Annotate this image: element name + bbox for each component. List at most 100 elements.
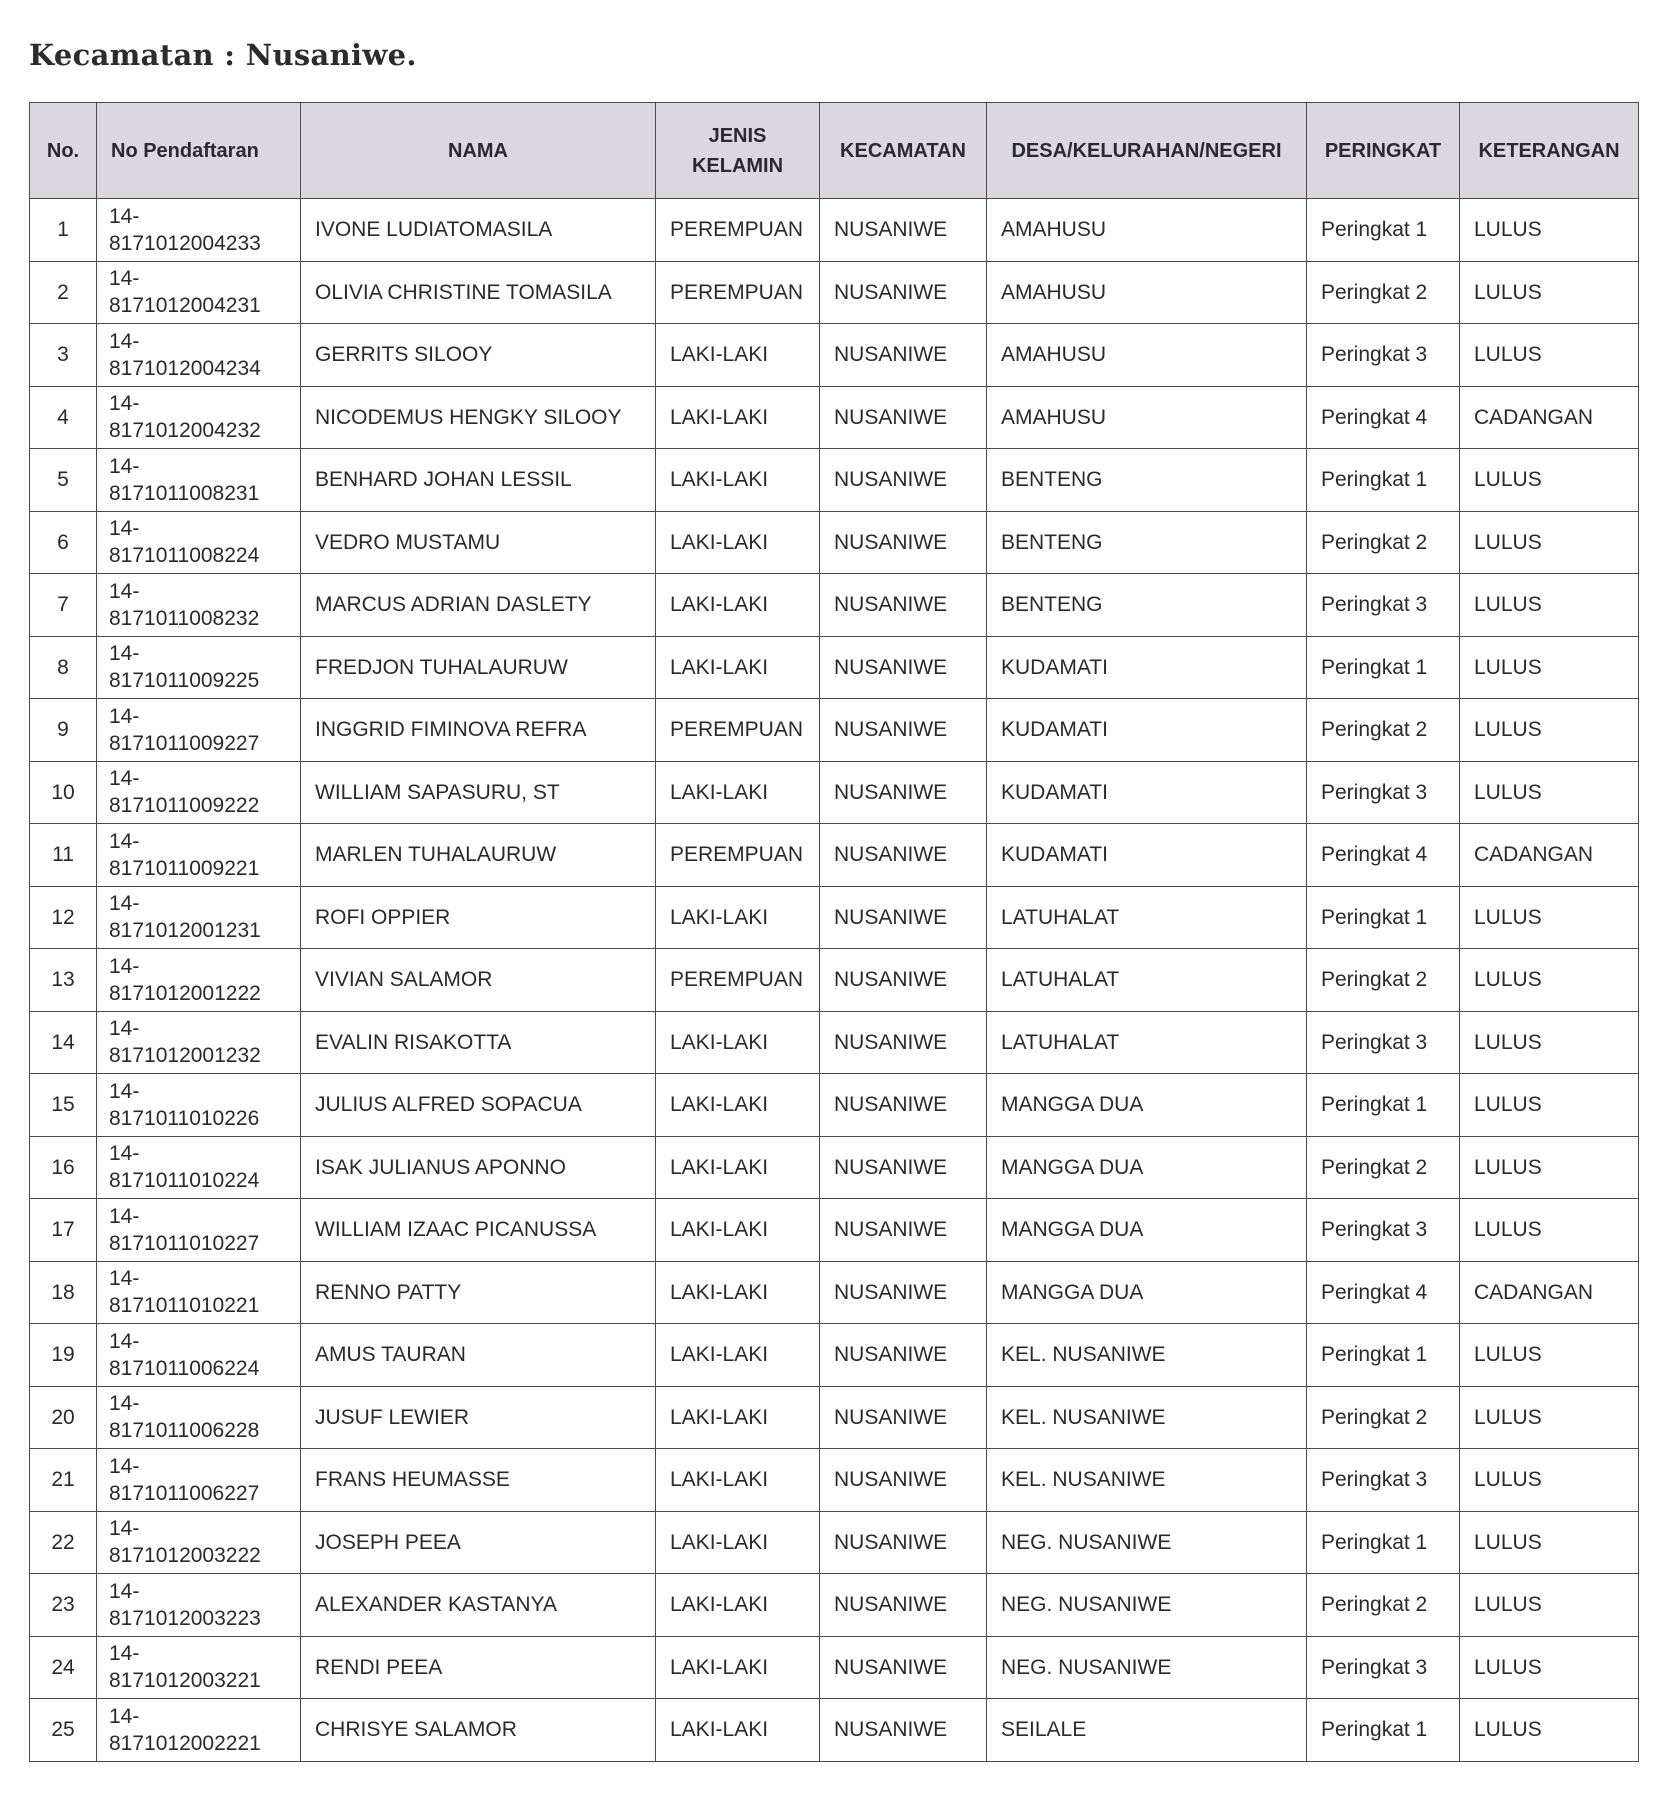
cell-no-pendaftaran: 14- 8171012003223	[96, 1573, 301, 1637]
cell-keterangan: CADANGAN	[1459, 1260, 1639, 1324]
cell-jenis-kelamin: LAKI-LAKI	[655, 1010, 820, 1074]
registration-prefix: 14-	[109, 1517, 140, 1541]
cell-nama: MARLEN TUHALAURUW	[300, 823, 656, 887]
cell-peringkat: Peringkat 2	[1306, 1135, 1460, 1199]
cell-peringkat: Peringkat 4	[1306, 1260, 1460, 1324]
cell-no: 7	[29, 573, 97, 637]
cell-peringkat: Peringkat 1	[1306, 198, 1460, 262]
cell-desa: KUDAMATI	[986, 760, 1307, 824]
registration-number: 8171012002221	[109, 1731, 261, 1755]
cell-desa: KEL. NUSANIWE	[986, 1323, 1307, 1387]
cell-kecamatan: NUSANIWE	[819, 323, 987, 387]
table-row: 25 14- 8171012002221 CHRISYE SALAMOR LAKI-LA…	[29, 1698, 1639, 1762]
cell-desa: MANGGA DUA	[986, 1073, 1307, 1137]
cell-keterangan: LULUS	[1459, 698, 1639, 762]
registration-number: 8171012001222	[109, 981, 261, 1005]
cell-no: 23	[29, 1573, 97, 1637]
registration-number: 8171011009225	[109, 669, 260, 693]
registration-prefix: 14-	[109, 1642, 140, 1666]
cell-no: 2	[29, 260, 97, 324]
cell-no: 5	[29, 448, 97, 512]
cell-no-pendaftaran: 14- 8171012004233	[96, 198, 301, 262]
cell-kecamatan: NUSANIWE	[819, 1385, 987, 1449]
cell-keterangan: LULUS	[1459, 1635, 1639, 1699]
registration-prefix: 14-	[109, 1329, 140, 1353]
table-row: 23 14- 8171012003223 ALEXANDER KASTANYA LAKI…	[29, 1573, 1639, 1637]
cell-peringkat: Peringkat 2	[1306, 260, 1460, 324]
cell-peringkat: Peringkat 3	[1306, 573, 1460, 637]
cell-peringkat: Peringkat 3	[1306, 1010, 1460, 1074]
header-nama: NAMA	[300, 102, 656, 199]
cell-peringkat: Peringkat 2	[1306, 510, 1460, 574]
registration-prefix: 14-	[109, 1579, 140, 1603]
cell-no: 16	[29, 1135, 97, 1199]
cell-no-pendaftaran: 14- 8171011009227	[96, 698, 301, 762]
cell-keterangan: LULUS	[1459, 1073, 1639, 1137]
cell-peringkat: Peringkat 3	[1306, 1635, 1460, 1699]
registration-prefix: 14-	[109, 204, 140, 228]
cell-no-pendaftaran: 14- 8171012003222	[96, 1510, 301, 1574]
cell-jenis-kelamin: PEREMPUAN	[655, 698, 820, 762]
cell-desa: NEG. NUSANIWE	[986, 1635, 1307, 1699]
registration-number: 8171011008231	[109, 481, 260, 505]
registration-prefix: 14-	[109, 329, 140, 353]
registration-number: 8171011010226	[109, 1106, 260, 1130]
registration-number: 8171011006224	[109, 1356, 260, 1380]
table-row: 14 14- 8171012001232 EVALIN RISAKOTTA LAKI-L…	[29, 1010, 1639, 1074]
table-row: 8 14- 8171011009225 FREDJON TUHALAURUW LAKI-…	[29, 635, 1639, 699]
cell-peringkat: Peringkat 3	[1306, 1448, 1460, 1512]
registration-number: 8171012003222	[109, 1544, 261, 1568]
cell-peringkat: Peringkat 2	[1306, 1573, 1460, 1637]
cell-keterangan: LULUS	[1459, 1510, 1639, 1574]
cell-no: 25	[29, 1698, 97, 1762]
cell-no-pendaftaran: 14- 8171011009225	[96, 635, 301, 699]
registration-number: 8171012001232	[109, 1044, 261, 1068]
cell-kecamatan: NUSANIWE	[819, 510, 987, 574]
cell-peringkat: Peringkat 3	[1306, 1198, 1460, 1262]
registration-prefix: 14-	[109, 1267, 140, 1291]
registration-prefix: 14-	[109, 1454, 140, 1478]
table-row: 5 14- 8171011008231 BENHARD JOHAN LESSIL LAK…	[29, 448, 1639, 512]
cell-no: 10	[29, 760, 97, 824]
cell-keterangan: LULUS	[1459, 1010, 1639, 1074]
cell-jenis-kelamin: LAKI-LAKI	[655, 510, 820, 574]
registration-prefix: 14-	[109, 954, 140, 978]
registration-prefix: 14-	[109, 767, 140, 791]
cell-desa: NEG. NUSANIWE	[986, 1573, 1307, 1637]
cell-jenis-kelamin: LAKI-LAKI	[655, 1698, 820, 1762]
page-title: Kecamatan : Nusaniwe.	[29, 38, 417, 72]
cell-jenis-kelamin: PEREMPUAN	[655, 823, 820, 887]
cell-keterangan: LULUS	[1459, 1448, 1639, 1512]
table-row: 10 14- 8171011009222 WILLIAM SAPASURU, ST LA…	[29, 760, 1639, 824]
cell-kecamatan: NUSANIWE	[819, 1010, 987, 1074]
cell-desa: MANGGA DUA	[986, 1260, 1307, 1324]
cell-jenis-kelamin: LAKI-LAKI	[655, 1135, 820, 1199]
header-row: No. No Pendaftaran NAMA JENIS KELAMIN KE…	[29, 102, 1639, 199]
cell-nama: EVALIN RISAKOTTA	[300, 1010, 656, 1074]
table-row: 24 14- 8171012003221 RENDI PEEA LAKI-LAKI NUS…	[29, 1635, 1639, 1699]
cell-no: 3	[29, 323, 97, 387]
cell-no: 13	[29, 948, 97, 1012]
cell-nama: ALEXANDER KASTANYA	[300, 1573, 656, 1637]
table-row: 15 14- 8171011010226 JULIUS ALFRED SOPACUA L…	[29, 1073, 1639, 1137]
table-row: 1 14- 8171012004233 IVONE LUDIATOMASILA PERE…	[29, 198, 1639, 262]
cell-nama: MARCUS ADRIAN DASLETY	[300, 573, 656, 637]
cell-keterangan: LULUS	[1459, 1698, 1639, 1762]
cell-desa: KUDAMATI	[986, 823, 1307, 887]
cell-no-pendaftaran: 14- 8171012001222	[96, 948, 301, 1012]
cell-no: 18	[29, 1260, 97, 1324]
registration-number: 8171011008224	[109, 544, 260, 568]
registration-number: 8171011008232	[109, 606, 260, 630]
cell-no-pendaftaran: 14- 8171012001231	[96, 885, 301, 949]
cell-keterangan: LULUS	[1459, 323, 1639, 387]
cell-kecamatan: NUSANIWE	[819, 448, 987, 512]
cell-kecamatan: NUSANIWE	[819, 1135, 987, 1199]
cell-peringkat: Peringkat 1	[1306, 635, 1460, 699]
cell-nama: BENHARD JOHAN LESSIL	[300, 448, 656, 512]
cell-no: 22	[29, 1510, 97, 1574]
cell-jenis-kelamin: LAKI-LAKI	[655, 635, 820, 699]
cell-no-pendaftaran: 14- 8171011008224	[96, 510, 301, 574]
cell-keterangan: LULUS	[1459, 885, 1639, 949]
registration-number: 8171012004231	[109, 294, 261, 318]
cell-peringkat: Peringkat 1	[1306, 1698, 1460, 1762]
